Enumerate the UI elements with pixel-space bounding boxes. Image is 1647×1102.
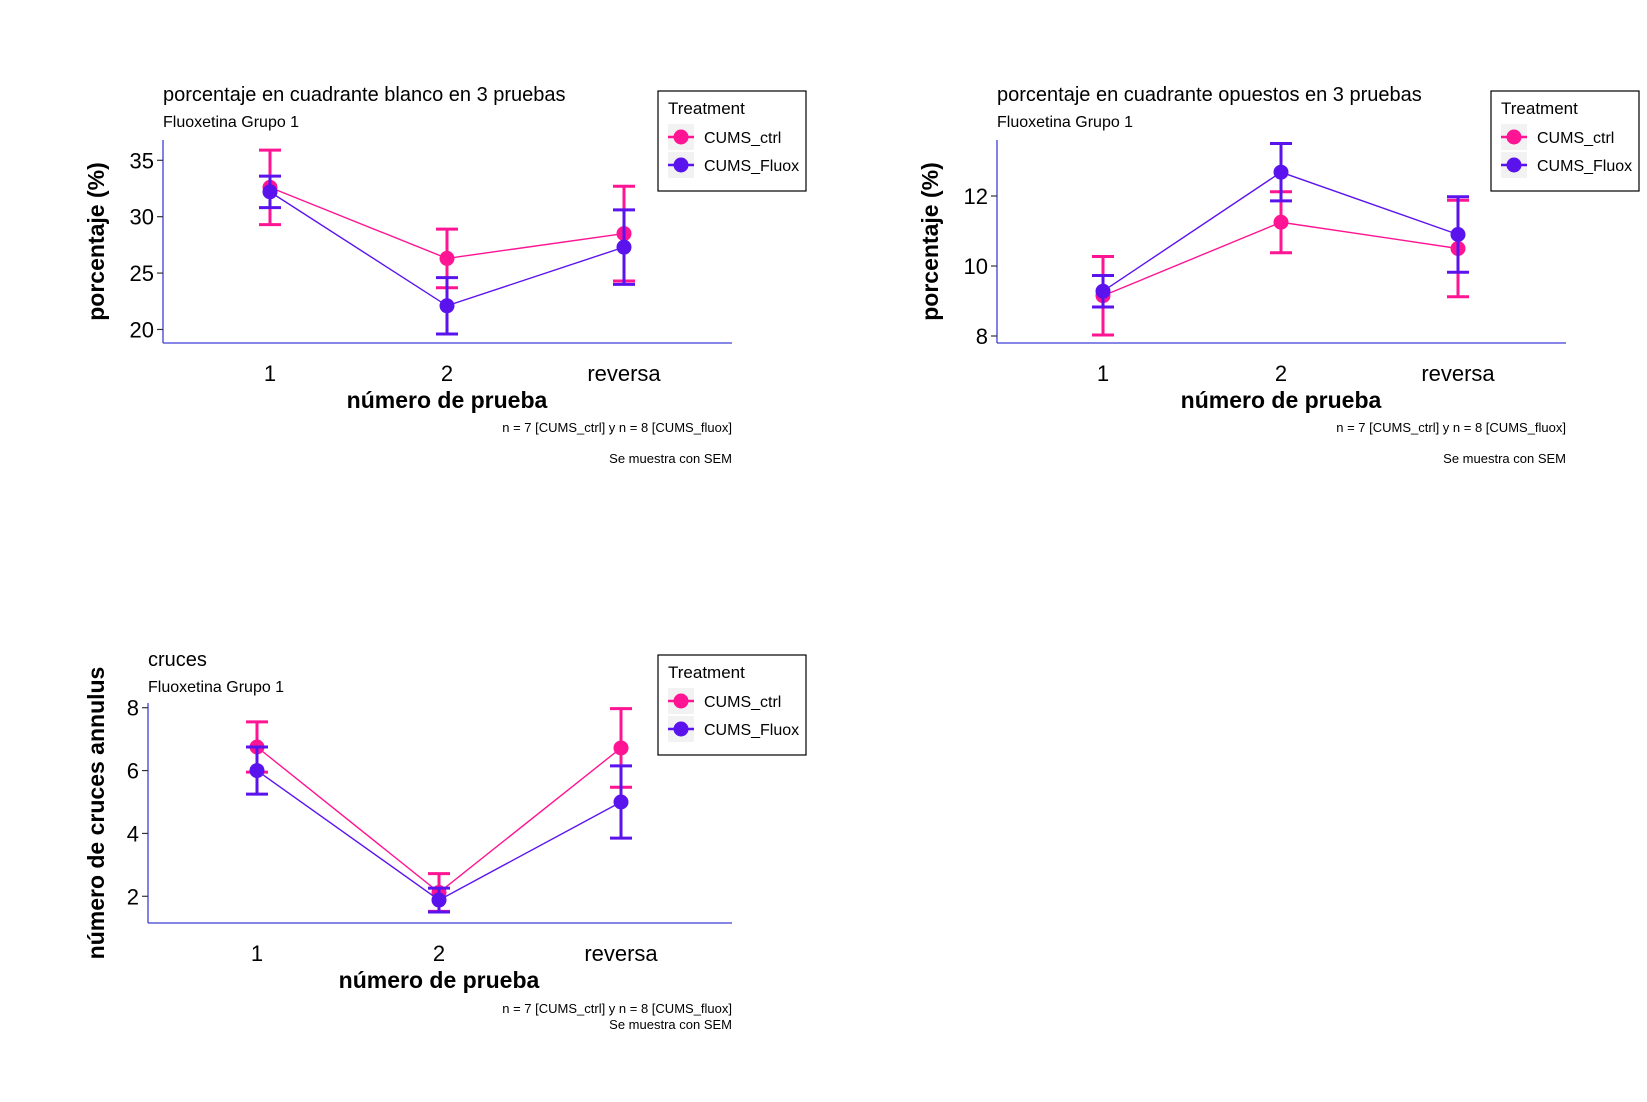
legend: Treatment CUMS_ctrl CUMS_Fluox xyxy=(657,654,807,756)
data-point xyxy=(262,184,278,200)
chart-title: porcentaje en cuadrante opuestos en 3 pr… xyxy=(997,84,1422,106)
data-point xyxy=(616,239,632,255)
chart-subtitle: Fluoxetina Grupo 1 xyxy=(997,114,1133,131)
x-tick-label: 1 xyxy=(264,361,276,386)
data-point xyxy=(1273,164,1289,180)
y-axis-title: porcentaje (%) xyxy=(83,162,109,320)
data-point xyxy=(431,892,447,908)
data-point xyxy=(1273,214,1289,230)
legend-label: CUMS_ctrl xyxy=(704,694,781,711)
data-point xyxy=(1095,283,1111,299)
legend-title: Treatment xyxy=(1501,99,1578,118)
y-tick-label: 20 xyxy=(130,317,154,342)
legend-label: CUMS_ctrl xyxy=(1537,130,1614,147)
y-tick-label: 30 xyxy=(130,205,154,230)
chart-panel-1: porcentaje en cuadrante blanco en 3 prue… xyxy=(83,84,807,466)
legend-key-point xyxy=(1506,157,1522,173)
y-tick-label: 35 xyxy=(130,148,154,173)
legend-entry: CUMS_ctrl xyxy=(668,688,781,714)
series-CUMS_Fluox xyxy=(259,174,635,336)
legend: Treatment CUMS_ctrl CUMS_Fluox xyxy=(1490,90,1640,192)
series-CUMS_ctrl xyxy=(1092,190,1469,337)
x-tick-label: 1 xyxy=(251,941,263,966)
series-line xyxy=(256,746,622,894)
y-tick-label: 4 xyxy=(127,821,139,846)
y-tick-label: 25 xyxy=(130,261,154,286)
y-tick-label: 8 xyxy=(976,324,988,349)
data-point xyxy=(1450,227,1466,242)
chart-subtitle: Fluoxetina Grupo 1 xyxy=(163,114,299,131)
caption-line: Se muestra con SEM xyxy=(609,1017,732,1032)
x-tick-label: 2 xyxy=(1275,361,1287,386)
x-tick-label: reversa xyxy=(1421,361,1495,386)
series-CUMS_ctrl xyxy=(259,148,635,290)
x-axis-title: número de prueba xyxy=(1181,387,1382,413)
legend-label: CUMS_Fluox xyxy=(704,158,799,175)
y-tick-label: 8 xyxy=(127,696,139,721)
legend-entry: CUMS_ctrl xyxy=(668,124,781,150)
x-tick-label: 2 xyxy=(433,941,445,966)
y-tick-label: 2 xyxy=(127,884,139,909)
legend-title: Treatment xyxy=(668,99,745,118)
x-tick-label: reversa xyxy=(584,941,658,966)
caption-line: n = 7 [CUMS_ctrl] y n = 8 [CUMS_fluox] xyxy=(502,420,732,435)
legend-label: CUMS_Fluox xyxy=(1537,158,1632,175)
legend-entry: CUMS_Fluox xyxy=(668,152,799,178)
x-tick-label: reversa xyxy=(587,361,661,386)
data-point xyxy=(613,794,629,810)
legend-entry: CUMS_ctrl xyxy=(1501,124,1614,150)
x-axis-title: número de prueba xyxy=(347,387,548,413)
data-point xyxy=(249,763,265,779)
legend-label: CUMS_Fluox xyxy=(704,722,799,739)
caption-line: Se muestra con SEM xyxy=(609,451,732,466)
data-point xyxy=(439,250,455,266)
legend: Treatment CUMS_ctrl CUMS_Fluox xyxy=(657,90,807,192)
series-CUMS_ctrl xyxy=(246,707,632,913)
chart-subtitle: Fluoxetina Grupo 1 xyxy=(148,679,284,696)
chart-panel-2: porcentaje en cuadrante opuestos en 3 pr… xyxy=(917,84,1640,466)
x-axis-title: número de prueba xyxy=(339,967,540,993)
legend-key-point xyxy=(673,721,689,737)
y-tick-label: 12 xyxy=(964,184,988,209)
data-point xyxy=(613,740,629,756)
y-tick-label: 10 xyxy=(964,254,988,279)
data-point xyxy=(439,298,455,314)
chart-title: cruces xyxy=(148,649,207,671)
series-CUMS_Fluox xyxy=(246,745,632,914)
y-tick-label: 6 xyxy=(127,759,139,784)
y-axis-title: número de cruces annulus xyxy=(83,667,109,960)
legend-key-point xyxy=(673,157,689,173)
legend-title: Treatment xyxy=(668,663,745,682)
series-CUMS_Fluox xyxy=(1092,142,1469,309)
caption-line: n = 7 [CUMS_ctrl] y n = 8 [CUMS_fluox] xyxy=(1336,420,1566,435)
legend-key-point xyxy=(1506,129,1522,145)
x-tick-label: 2 xyxy=(441,361,453,386)
legend-key-point xyxy=(673,129,689,145)
chart-panel-3: cruces Fluoxetina Grupo 1 2 4 6 8 1 2 reversa núm… xyxy=(83,649,807,1032)
legend-key-point xyxy=(673,693,689,709)
legend-label: CUMS_ctrl xyxy=(704,130,781,147)
caption-line: n = 7 [CUMS_ctrl] y n = 8 [CUMS_fluox] xyxy=(502,1001,732,1016)
chart-title: porcentaje en cuadrante blanco en 3 prue… xyxy=(163,84,566,106)
y-axis-title: porcentaje (%) xyxy=(917,162,943,320)
legend-entry: CUMS_Fluox xyxy=(668,716,799,742)
x-tick-label: 1 xyxy=(1097,361,1109,386)
caption-line: Se muestra con SEM xyxy=(1443,451,1566,466)
legend-entry: CUMS_Fluox xyxy=(1501,152,1632,178)
